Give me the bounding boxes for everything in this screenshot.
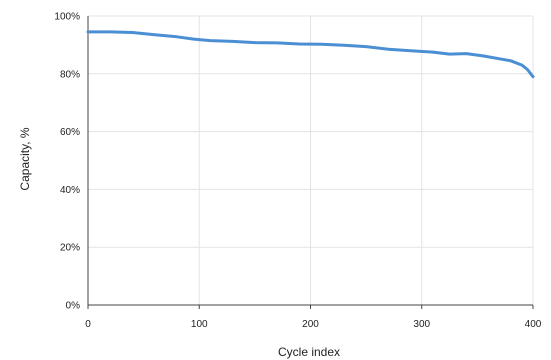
y-tick-label: 80% — [60, 69, 80, 80]
y-tick-label: 20% — [60, 243, 80, 254]
x-tick-label: 200 — [302, 319, 319, 330]
x-tick-labels: 0 100 200 300 400 — [85, 319, 542, 330]
y-tick-label: 0% — [66, 301, 81, 312]
x-tick-label: 300 — [413, 319, 430, 330]
x-tick-label: 100 — [191, 319, 208, 330]
x-tick-label: 400 — [525, 319, 542, 330]
y-tick-label: 60% — [60, 127, 80, 138]
y-tick-label: 40% — [60, 185, 80, 196]
axis-layer — [87, 16, 534, 309]
grid-layer — [88, 15, 534, 305]
y-tick-label: 100% — [54, 12, 80, 23]
capacity-series-line — [86, 30, 535, 79]
x-tick-label: 0 — [85, 319, 91, 330]
y-tick-labels: 0% 20% 40% 60% 80% 100% — [54, 12, 80, 312]
y-axis-title: Capacity, % — [18, 127, 32, 190]
x-axis-title: Cycle index — [278, 345, 340, 359]
series-layer — [86, 30, 535, 79]
